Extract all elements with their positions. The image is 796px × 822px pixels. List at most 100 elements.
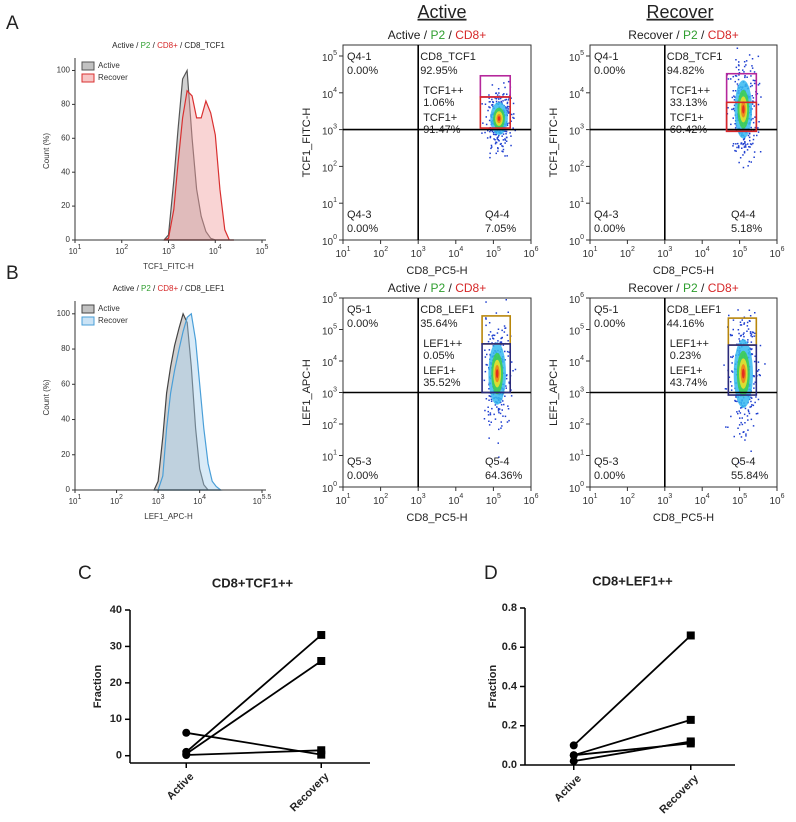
event-dot xyxy=(743,413,746,416)
event-dot xyxy=(727,107,729,109)
event-dot xyxy=(745,435,747,437)
y-axis-label: Fraction xyxy=(92,665,104,709)
event-dot xyxy=(755,413,758,415)
event-dot xyxy=(743,322,746,324)
event-dot xyxy=(487,109,489,112)
event-dot xyxy=(505,385,507,387)
event-dot xyxy=(485,363,487,366)
title-part: / xyxy=(420,28,430,42)
tick-label: 105 xyxy=(322,50,337,64)
paired-line xyxy=(573,719,692,757)
tick-base: 10 xyxy=(448,249,460,260)
event-dot xyxy=(497,340,499,342)
event-dot xyxy=(731,362,733,364)
event-dot xyxy=(509,132,511,134)
tick-base: 10 xyxy=(569,326,581,337)
event-dot xyxy=(502,93,504,96)
event-dot xyxy=(737,329,740,331)
event-dot xyxy=(495,92,497,95)
event-dot xyxy=(505,130,508,133)
tick-exponent: 1 xyxy=(580,449,584,456)
legend-label: Active xyxy=(98,61,120,70)
event-dot xyxy=(729,333,732,336)
event-dot xyxy=(506,374,508,376)
tick-exponent: 1 xyxy=(594,246,598,253)
event-dot xyxy=(738,461,740,464)
y-axis-label: LEF1_APC-H xyxy=(548,359,560,426)
tick-exponent: 5 xyxy=(743,493,747,500)
gate-name: TCF1+ xyxy=(670,112,704,124)
event-dot xyxy=(730,123,732,126)
event-dot xyxy=(734,90,737,92)
event-dot xyxy=(747,341,749,343)
event-dot xyxy=(502,344,505,346)
event-dot xyxy=(742,166,745,169)
event-dot xyxy=(739,417,741,419)
event-dot xyxy=(732,117,734,119)
gate-percent: 0.05% xyxy=(423,350,454,362)
event-dot xyxy=(750,400,752,403)
point-marker xyxy=(686,631,695,640)
event-dot xyxy=(498,101,500,103)
event-dot xyxy=(512,102,515,105)
tick-label: 100 xyxy=(569,481,584,495)
tick-base: 10 xyxy=(657,249,669,260)
quadrant-name: Q5-1 xyxy=(347,304,371,316)
event-dot xyxy=(497,139,500,141)
tick-exponent: 4 xyxy=(202,494,206,501)
event-dot xyxy=(756,134,758,137)
title-part: / xyxy=(134,41,141,50)
tick-exponent: 3 xyxy=(171,244,175,251)
event-dot xyxy=(752,117,754,120)
event-dot xyxy=(731,108,733,111)
event-dot xyxy=(751,67,754,69)
tick-base: 10 xyxy=(322,452,334,463)
title-part: / xyxy=(151,284,158,293)
tick-exponent: 2 xyxy=(124,244,128,251)
tick-label: 0.2 xyxy=(502,720,517,732)
event-dot xyxy=(501,425,503,427)
quadrant-percent: 55.84% xyxy=(731,470,769,482)
event-dot xyxy=(757,127,759,129)
tick-base: 10 xyxy=(69,497,78,506)
tick-label: 105 xyxy=(569,323,584,337)
event-dot xyxy=(752,331,755,334)
title-part: CD8+ xyxy=(455,281,486,295)
y-axis-label: Count (%) xyxy=(42,133,51,169)
event-dot xyxy=(741,319,743,321)
event-dot xyxy=(507,311,509,313)
event-dot xyxy=(749,139,751,142)
event-dot xyxy=(748,132,751,135)
tick-exponent: 3 xyxy=(422,493,426,500)
title-part: P2 xyxy=(683,281,698,295)
event-dot xyxy=(744,145,746,147)
event-dot xyxy=(485,324,487,327)
event-dot xyxy=(500,337,502,340)
event-dot xyxy=(737,309,739,311)
quadrant-name: Q4-3 xyxy=(594,209,618,221)
event-dot xyxy=(506,122,509,125)
event-dot xyxy=(493,138,495,140)
quadrant-name: Q4-4 xyxy=(731,209,755,221)
tick-exponent: 5 xyxy=(580,323,584,330)
event-dot xyxy=(504,350,506,353)
chart-title: Recover / P2 / CD8+ xyxy=(628,281,738,295)
quadrant-percent: 0.00% xyxy=(347,318,378,330)
gate xyxy=(725,101,758,133)
event-dot xyxy=(748,412,751,415)
tick-exponent: 2 xyxy=(119,494,123,501)
event-dot xyxy=(747,134,750,137)
event-dot xyxy=(497,136,499,138)
event-dot xyxy=(746,149,749,151)
tick-label: 104 xyxy=(569,355,584,369)
tick-base: 10 xyxy=(582,496,594,507)
event-dot xyxy=(736,47,739,49)
tick-label: 101 xyxy=(335,246,350,260)
gate xyxy=(727,344,758,396)
event-dot xyxy=(508,97,510,99)
tick-label: 101 xyxy=(322,449,337,463)
event-dot xyxy=(751,65,753,67)
tick-exponent: 3 xyxy=(580,123,584,130)
legend-swatch xyxy=(81,73,95,83)
tick-label: 100 xyxy=(569,234,584,248)
